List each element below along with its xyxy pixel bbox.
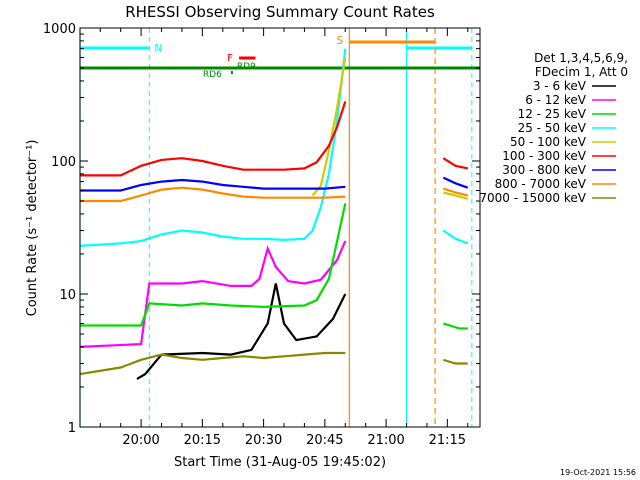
chart-title: RHESSI Observing Summary Count Rates [125, 3, 435, 21]
series-line-2 [79, 240, 347, 348]
series-line-4 [79, 48, 347, 247]
y-tick-label: 1000 [43, 22, 76, 37]
rd9-label: RD9 [237, 62, 256, 72]
series-post-line-5 [443, 191, 469, 200]
plot-frame [79, 27, 481, 428]
legend-entry-label: 25 - 50 keV [518, 121, 587, 135]
x-axis-label: Start Time (31-Aug-05 19:45:02) [174, 455, 386, 470]
y-tick-label: 1 [68, 421, 76, 436]
chart-marks: N S F RD9 RD6 [79, 28, 480, 427]
legend-entry-label: 7000 - 15000 keV [479, 191, 586, 205]
x-tick-label: 20:00 [122, 433, 159, 448]
y-tick-label: 100 [51, 155, 76, 170]
x-tick-label: 21:00 [367, 433, 404, 448]
timestamp: 19-Oct-2021 15:56 [560, 468, 636, 477]
y-tick-label: 10 [59, 288, 76, 303]
saa-label: S [336, 34, 343, 47]
legend-entry-label: 6 - 12 keV [525, 93, 587, 107]
legend-entry-label: 300 - 800 keV [502, 163, 586, 177]
legend-header: Det 1,3,4,5,6,9, [534, 51, 628, 65]
x-tick-label: 21:15 [429, 433, 466, 448]
axis-ticks: 20:00 20:15 20:30 20:45 21:00 21:15 1 10 100 1000 [43, 22, 480, 448]
x-tick-label: 20:30 [245, 433, 282, 448]
flare-label: F [227, 53, 233, 64]
y-axis-label: Count Rate (s⁻¹ detector⁻¹) [25, 140, 40, 317]
legend: Det 1,3,4,5,6,9,FDecim 1, Att 03 - 6 keV… [479, 51, 628, 205]
rd6-label: RD6 [203, 70, 222, 80]
night-label: N [154, 42, 162, 55]
legend-entry-label: 12 - 25 keV [518, 107, 587, 121]
series-post-line-6 [442, 157, 469, 170]
series-line-3 [79, 203, 347, 327]
legend-entry-label: 800 - 7000 keV [495, 177, 587, 191]
series-post-line-8 [442, 187, 469, 197]
series-line-8 [79, 186, 346, 203]
legend-header: FDecim 1, Att 0 [535, 65, 628, 79]
series-line-9 [79, 351, 346, 376]
legend-entry-label: 50 - 100 keV [510, 135, 587, 149]
series-line-7 [79, 178, 346, 192]
legend-entry-label: 3 - 6 keV [533, 79, 587, 93]
x-tick-label: 20:45 [306, 433, 343, 448]
series-line-6 [79, 101, 347, 177]
series-post-line-7 [442, 176, 469, 189]
x-tick-label: 20:15 [184, 433, 221, 448]
series-post-line-9 [442, 358, 468, 365]
rd6-marker [230, 71, 233, 74]
series-post-line-4 [442, 229, 469, 245]
legend-entry-label: 100 - 300 keV [502, 149, 586, 163]
series-post-line-3 [442, 322, 468, 330]
series-line-1 [136, 283, 347, 380]
